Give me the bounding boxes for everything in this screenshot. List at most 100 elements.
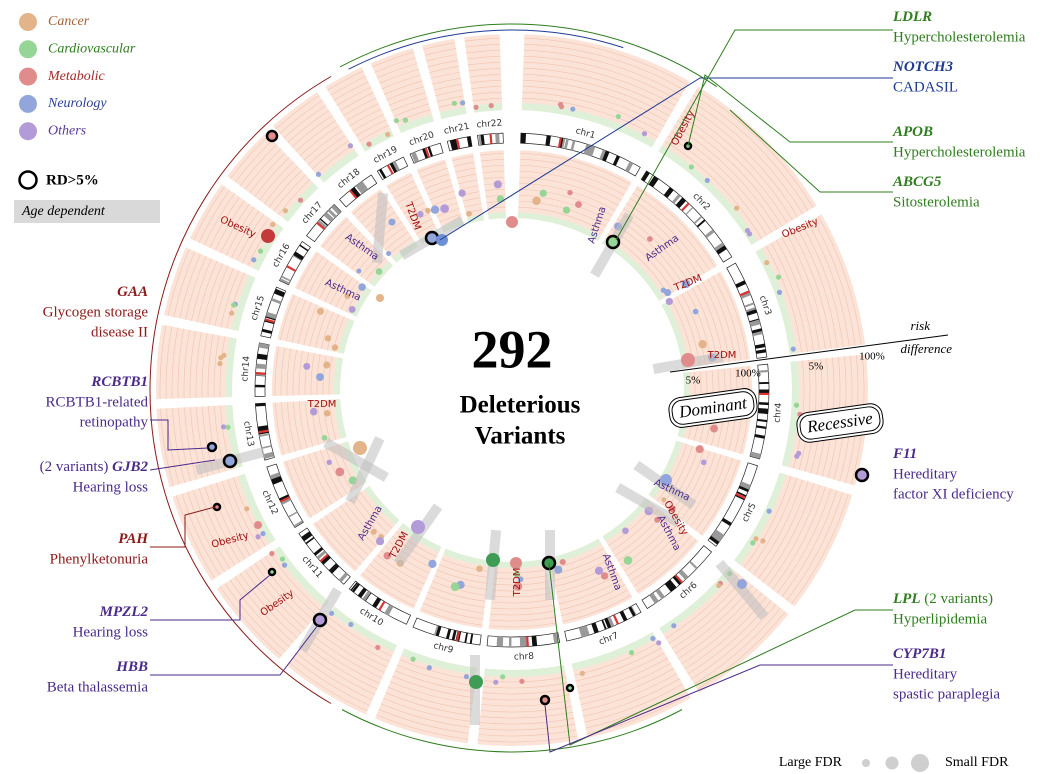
ring-line — [465, 43, 500, 48]
ring-line — [219, 336, 226, 398]
ring-line — [302, 256, 324, 292]
ring-line — [233, 477, 266, 547]
ideogram-band — [750, 453, 761, 459]
ring-line — [292, 657, 371, 706]
ideogram-band — [258, 342, 270, 350]
ring-line — [343, 97, 377, 116]
gene-name: MPZL2 — [99, 604, 149, 620]
gene-line: HBB — [115, 659, 148, 675]
ring-line — [365, 568, 418, 601]
ring-line — [330, 512, 369, 556]
ring-line — [467, 55, 501, 60]
ring-line — [791, 230, 832, 349]
variant-dot — [641, 131, 648, 137]
ring-line — [239, 144, 277, 186]
ideogram-band — [271, 298, 282, 305]
tick-label: 100% — [735, 368, 761, 380]
variant-dot — [386, 251, 392, 256]
ring-line — [423, 42, 456, 50]
ring-line — [523, 61, 676, 107]
ideogram-band — [452, 139, 459, 150]
ring-line — [490, 610, 554, 616]
ring-line — [436, 208, 460, 217]
dominant-band — [548, 538, 602, 564]
variant-dot — [321, 434, 328, 441]
ring-line — [376, 554, 425, 585]
ring-badge: Recessive — [796, 403, 884, 443]
ring-line — [190, 407, 203, 478]
ring-line — [429, 66, 459, 73]
ideogram-band — [357, 587, 367, 598]
ring-line — [198, 488, 236, 566]
recessive-sector — [163, 247, 256, 332]
ring-line — [390, 681, 473, 704]
ring-line — [376, 714, 469, 740]
ideogram-band — [331, 204, 341, 215]
recessive-band — [755, 248, 797, 355]
ideogram-band — [688, 560, 698, 570]
ring-line — [214, 268, 234, 327]
ring-line — [776, 239, 814, 352]
age-bar — [345, 436, 385, 504]
ring-line — [280, 347, 286, 396]
centromere — [280, 496, 290, 503]
recessive-band — [252, 224, 284, 271]
ring-line — [287, 401, 296, 452]
centromere — [255, 371, 266, 375]
ring-line — [327, 222, 353, 252]
ring-line — [464, 203, 482, 208]
ring-line — [712, 275, 742, 361]
gene-name: ABCG5 — [892, 174, 942, 190]
ring-line — [812, 219, 856, 346]
disease-line: Hypercholesterolemia — [893, 144, 1026, 160]
bracket — [341, 709, 683, 753]
highlight-dot — [539, 694, 551, 706]
dominant-band — [350, 287, 372, 317]
ideogram-band — [389, 162, 398, 173]
variant-dot — [257, 248, 264, 254]
ring-line — [580, 668, 674, 705]
ring-line — [193, 186, 225, 241]
legend-swatch — [19, 94, 37, 113]
variant-dot — [704, 177, 710, 184]
ring-line — [426, 54, 457, 62]
ring-line — [748, 477, 798, 572]
chromosome-label: chr4 — [773, 402, 785, 423]
ring-line — [208, 265, 229, 325]
dominant-band — [488, 212, 506, 220]
ring-line — [380, 549, 428, 580]
ring-line — [581, 673, 677, 711]
ring-line — [680, 115, 788, 224]
ring-line — [322, 218, 349, 248]
ring-line — [167, 248, 190, 316]
variant-dot — [358, 283, 366, 291]
ring-line — [689, 99, 804, 215]
ring-line — [311, 140, 349, 170]
gene-name: CYP7B1 — [893, 646, 946, 662]
ideogram-band — [619, 610, 628, 622]
variant-dot — [794, 453, 800, 459]
disease-line: Glycogen storage — [43, 304, 149, 320]
legend-label: Cardiovascular — [48, 42, 136, 57]
gene-name: F11 — [892, 446, 917, 462]
ring-line — [432, 77, 461, 85]
ring-line — [693, 607, 781, 685]
ideogram-band — [478, 134, 482, 146]
gene-name: HBB — [115, 659, 148, 675]
ring-line — [234, 576, 294, 643]
gene-line: (2 variants) GJB2 — [40, 459, 149, 475]
variant-dot — [753, 536, 759, 542]
gene-line: CYP7B1 — [893, 646, 946, 662]
ring-line — [179, 253, 201, 319]
ideogram-band — [758, 402, 769, 406]
ring-line — [424, 179, 451, 190]
ideogram-band — [273, 288, 286, 298]
ring-line — [384, 80, 423, 95]
centromere — [386, 164, 394, 175]
ring-line — [699, 459, 739, 535]
ideogram-band — [313, 547, 324, 556]
bracket — [149, 76, 332, 704]
recessive-band — [473, 103, 503, 113]
ideogram-band — [750, 451, 761, 456]
ring-line — [244, 148, 282, 190]
